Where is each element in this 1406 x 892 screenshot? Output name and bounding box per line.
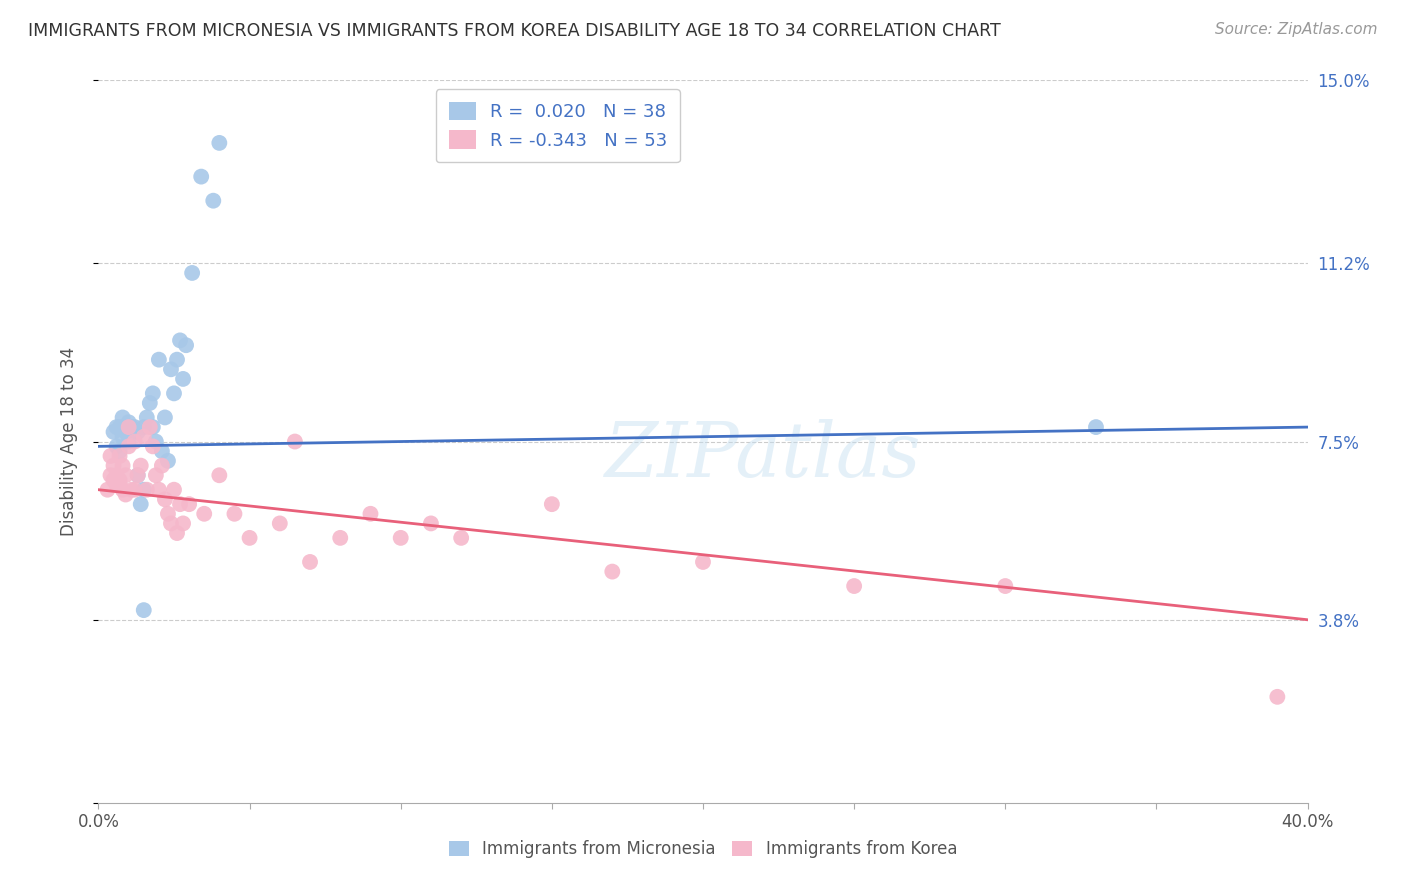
Text: Source: ZipAtlas.com: Source: ZipAtlas.com: [1215, 22, 1378, 37]
Point: [108, 473, 131, 487]
Point: [111, 410, 134, 425]
Point: [111, 483, 134, 497]
Point: [166, 352, 188, 367]
Point: [121, 420, 143, 434]
Point: [172, 516, 194, 531]
Point: [153, 492, 176, 507]
Point: [994, 579, 1017, 593]
Point: [100, 449, 122, 463]
Point: [602, 565, 624, 579]
Point: [142, 386, 165, 401]
Point: [150, 444, 173, 458]
Point: [100, 468, 122, 483]
Point: [172, 372, 194, 386]
Legend: Immigrants from Micronesia, Immigrants from Korea: Immigrants from Micronesia, Immigrants f…: [440, 832, 966, 867]
Point: [103, 458, 125, 473]
Point: [105, 439, 128, 453]
Point: [169, 497, 191, 511]
Point: [105, 478, 128, 492]
Point: [132, 483, 155, 497]
Point: [118, 415, 141, 429]
Point: [169, 334, 191, 348]
Point: [118, 434, 141, 449]
Point: [108, 444, 131, 458]
Point: [179, 497, 201, 511]
Point: [224, 507, 246, 521]
Point: [105, 468, 128, 483]
Point: [103, 473, 125, 487]
Point: [118, 439, 141, 453]
Point: [135, 410, 157, 425]
Point: [844, 579, 866, 593]
Point: [132, 430, 155, 444]
Point: [163, 483, 186, 497]
Point: [190, 169, 212, 184]
Point: [114, 487, 136, 501]
Point: [208, 136, 231, 150]
Point: [181, 266, 204, 280]
Point: [450, 531, 472, 545]
Point: [121, 483, 143, 497]
Point: [1085, 420, 1108, 434]
Point: [127, 468, 149, 483]
Point: [142, 439, 165, 453]
Point: [127, 425, 149, 439]
Point: [540, 497, 562, 511]
Point: [148, 483, 170, 497]
Point: [156, 454, 179, 468]
Point: [139, 420, 162, 434]
Point: [145, 468, 167, 483]
Point: [124, 420, 146, 434]
Point: [103, 425, 125, 439]
Point: [153, 410, 176, 425]
Point: [389, 531, 412, 545]
Point: [132, 603, 155, 617]
Point: [111, 458, 134, 473]
Point: [156, 507, 179, 521]
Point: [208, 468, 231, 483]
Point: [193, 507, 215, 521]
Point: [111, 430, 134, 444]
Point: [142, 420, 165, 434]
Point: [329, 531, 352, 545]
Point: [135, 483, 157, 497]
Point: [127, 468, 149, 483]
Point: [360, 507, 382, 521]
Point: [1267, 690, 1289, 704]
Point: [420, 516, 443, 531]
Point: [692, 555, 714, 569]
Text: IMMIGRANTS FROM MICRONESIA VS IMMIGRANTS FROM KOREA DISABILITY AGE 18 TO 34 CORR: IMMIGRANTS FROM MICRONESIA VS IMMIGRANTS…: [28, 22, 1001, 40]
Point: [108, 420, 131, 434]
Point: [114, 425, 136, 439]
Point: [124, 434, 146, 449]
Point: [284, 434, 307, 449]
Point: [160, 516, 183, 531]
Point: [124, 483, 146, 497]
Point: [114, 468, 136, 483]
Point: [108, 449, 131, 463]
Y-axis label: Disability Age 18 to 34: Disability Age 18 to 34: [59, 347, 77, 536]
Point: [150, 458, 173, 473]
Point: [166, 526, 188, 541]
Text: ZIPatlas: ZIPatlas: [605, 419, 922, 493]
Point: [129, 497, 152, 511]
Point: [163, 386, 186, 401]
Point: [160, 362, 183, 376]
Point: [96, 483, 118, 497]
Point: [202, 194, 225, 208]
Point: [299, 555, 322, 569]
Point: [139, 396, 162, 410]
Point: [174, 338, 197, 352]
Point: [129, 458, 152, 473]
Point: [118, 420, 141, 434]
Point: [239, 531, 262, 545]
Point: [148, 352, 170, 367]
Point: [105, 420, 128, 434]
Point: [145, 434, 167, 449]
Point: [132, 420, 155, 434]
Point: [269, 516, 291, 531]
